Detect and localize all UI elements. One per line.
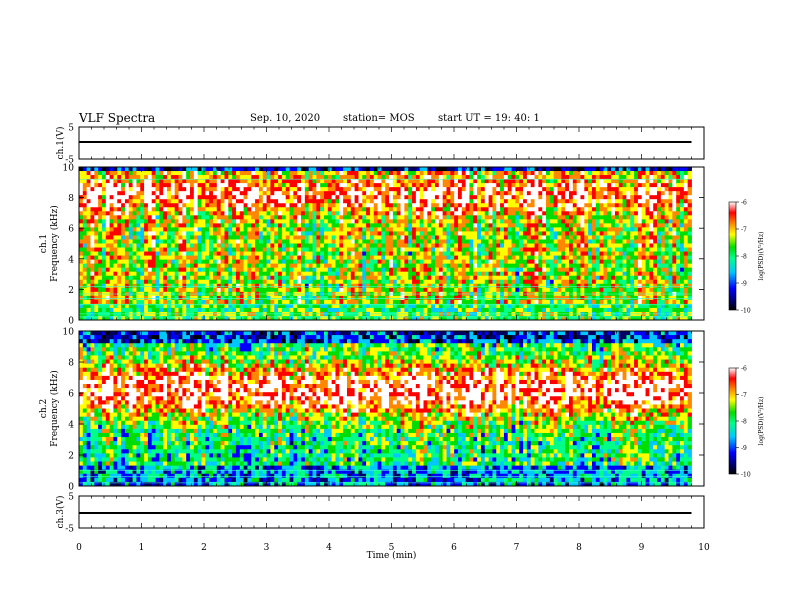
ch1-colorbar-tick-label: -6 bbox=[741, 200, 747, 207]
ch3-waveform-ytick-label: -5 bbox=[65, 525, 74, 535]
xtick-label: 7 bbox=[514, 543, 520, 553]
ch1-channel-label: ch.1 bbox=[39, 234, 49, 253]
ch2-colorbar-label: log(PSD)(V²/Hz) bbox=[758, 397, 765, 446]
ch1-waveform-ytick-label: -5 bbox=[65, 156, 74, 166]
ch1-colorbar-label: log(PSD)(V²/Hz) bbox=[758, 232, 765, 281]
xtick-label: 9 bbox=[639, 543, 645, 553]
ch3-waveform-ytick-label: 5 bbox=[68, 493, 74, 503]
xtick-label: 0 bbox=[76, 543, 82, 553]
ch1-colorbar-tick-label: -10 bbox=[741, 308, 751, 315]
ch1-spectrogram-ytick-label: 10 bbox=[63, 164, 75, 174]
ch2-channel-label: ch.2 bbox=[39, 399, 49, 418]
xtick-label: 8 bbox=[576, 543, 582, 553]
ch1-colorbar bbox=[728, 201, 737, 311]
xtick-label: 5 bbox=[389, 543, 395, 553]
ch2-spectrogram-image bbox=[79, 331, 704, 487]
ch2-spectrogram-ytick-label: 8 bbox=[68, 359, 74, 369]
xtick-label: 2 bbox=[201, 543, 207, 553]
xtick-label: 3 bbox=[264, 543, 270, 553]
ch1-spectrogram-ytick-label: 2 bbox=[68, 286, 74, 296]
ch1-ylabel: ch.1(V) bbox=[55, 127, 66, 160]
ch2-colorbar-tick-label: -6 bbox=[741, 366, 747, 373]
xtick-label: 6 bbox=[451, 543, 457, 553]
ch2-spectrogram-ytick-label: 2 bbox=[68, 452, 74, 462]
ch2-spectrogram-ytick-label: 6 bbox=[68, 390, 74, 400]
ch2-frequency-label: Frequency (kHz) bbox=[49, 370, 60, 447]
ch1-colorbar-tick-label: -8 bbox=[741, 254, 747, 261]
ch1-spectrogram-ytick-label: 8 bbox=[68, 194, 74, 204]
ch2-colorbar-tick-label: -10 bbox=[741, 472, 751, 479]
ch2-colorbar bbox=[728, 367, 737, 475]
ch2-colorbar-tick-label: -8 bbox=[741, 419, 747, 426]
date-label: Sep. 10, 2020 bbox=[250, 113, 321, 124]
xtick-label: 4 bbox=[326, 543, 332, 553]
ch1-waveform-ytick-label: 5 bbox=[68, 124, 74, 134]
ch1-spectrogram-image bbox=[79, 167, 704, 321]
ch2-colorbar-tick-label: -9 bbox=[741, 445, 747, 452]
ch1-frequency-label: Frequency (kHz) bbox=[49, 205, 60, 282]
ch1-spectrogram-ytick-label: 0 bbox=[68, 317, 74, 327]
ch1-colorbar-tick-label: -9 bbox=[741, 281, 747, 288]
ch2-spectrogram-ytick-label: 4 bbox=[68, 421, 74, 431]
start-time-label: start UT = 19: 40: 1 bbox=[438, 113, 540, 124]
ch2-spectrogram-ytick-label: 10 bbox=[63, 328, 75, 338]
xtick-label: 10 bbox=[698, 543, 710, 553]
ch3-ylabel: ch.3(V) bbox=[55, 496, 66, 529]
ch1-spectrogram-ytick-label: 4 bbox=[68, 255, 74, 265]
station-label: station= MOS bbox=[343, 113, 415, 124]
x-axis-label: Time (min) bbox=[367, 550, 417, 561]
ch1-spectrogram-ytick-label: 6 bbox=[68, 225, 74, 235]
ch1-colorbar-tick-label: -7 bbox=[741, 227, 747, 234]
ch2-spectrogram-ytick-label: 0 bbox=[68, 483, 74, 493]
figure-title: VLF Spectra bbox=[79, 111, 156, 125]
xtick-label: 1 bbox=[139, 543, 145, 553]
ch2-colorbar-tick-label: -7 bbox=[741, 392, 747, 399]
